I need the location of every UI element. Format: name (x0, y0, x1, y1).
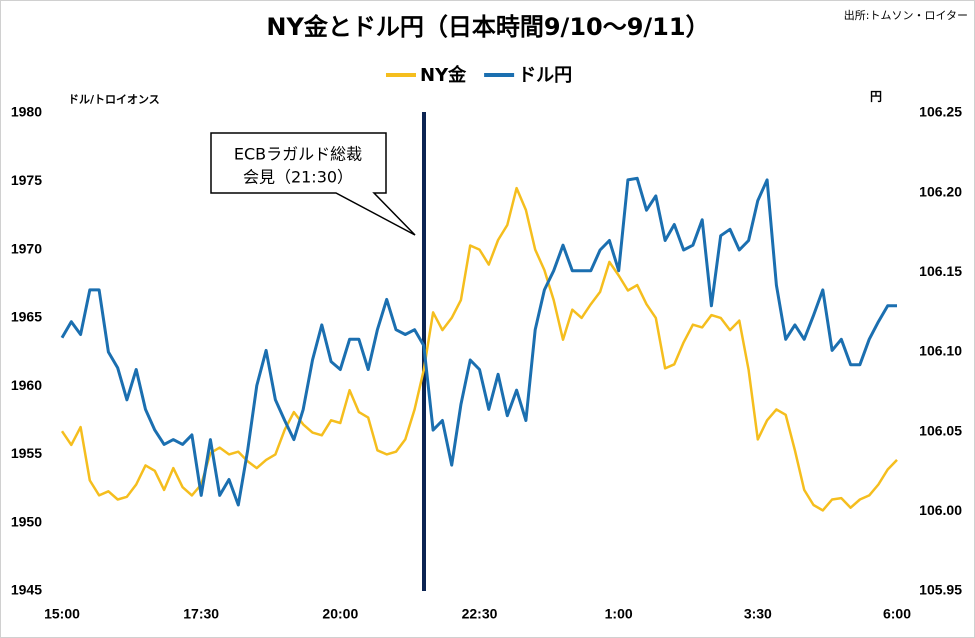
series-line (60, 176, 897, 507)
y2-tick-label: 106.00 (919, 502, 962, 518)
y2-tick-label: 106.10 (919, 343, 962, 359)
x-tick-label: 20:00 (322, 606, 358, 622)
y-tick-label: 1945 (11, 582, 42, 598)
y-tick-label: 1960 (11, 377, 42, 393)
y2-tick-label: 106.05 (919, 422, 962, 438)
y-axis-label: ドル/トロイオンス (68, 93, 160, 106)
legend-label: ドル円 (518, 65, 572, 86)
y2-tick-label: 105.95 (919, 582, 962, 598)
x-tick-label: 22:30 (462, 606, 498, 622)
x-tick-label: 17:30 (183, 606, 219, 622)
series-line (60, 186, 898, 512)
y2-axis-label: 円 (870, 90, 882, 104)
y-tick-label: 1965 (11, 309, 42, 325)
y-tick-label: 1950 (11, 513, 42, 529)
legend: NY金 ドル円 (386, 64, 572, 86)
chart-title: NY金とドル円（日本時間9/10～9/11） (266, 13, 709, 41)
annotation-line: 会見（21:30） (243, 168, 353, 187)
x-tick-label: 1:00 (605, 606, 633, 622)
x-tick-label: 15:00 (44, 606, 80, 622)
y2-tick-label: 106.20 (919, 183, 962, 199)
x-tick-label: 6:00 (883, 606, 911, 622)
y-tick-label: 1970 (11, 240, 42, 256)
x-tick-label: 3:30 (744, 606, 772, 622)
y-tick-label: 1975 (11, 172, 42, 188)
annotation-line: ECBラガルド総裁 (234, 145, 362, 164)
legend-label: NY金 (420, 64, 467, 86)
y2-tick-label: 106.25 (919, 104, 962, 120)
y-tick-label: 1980 (11, 104, 42, 120)
y2-tick-label: 106.15 (919, 263, 962, 279)
source: 出所:トムソン・ロイター (844, 8, 968, 22)
callout (210, 132, 416, 236)
y-tick-label: 1955 (11, 445, 42, 461)
